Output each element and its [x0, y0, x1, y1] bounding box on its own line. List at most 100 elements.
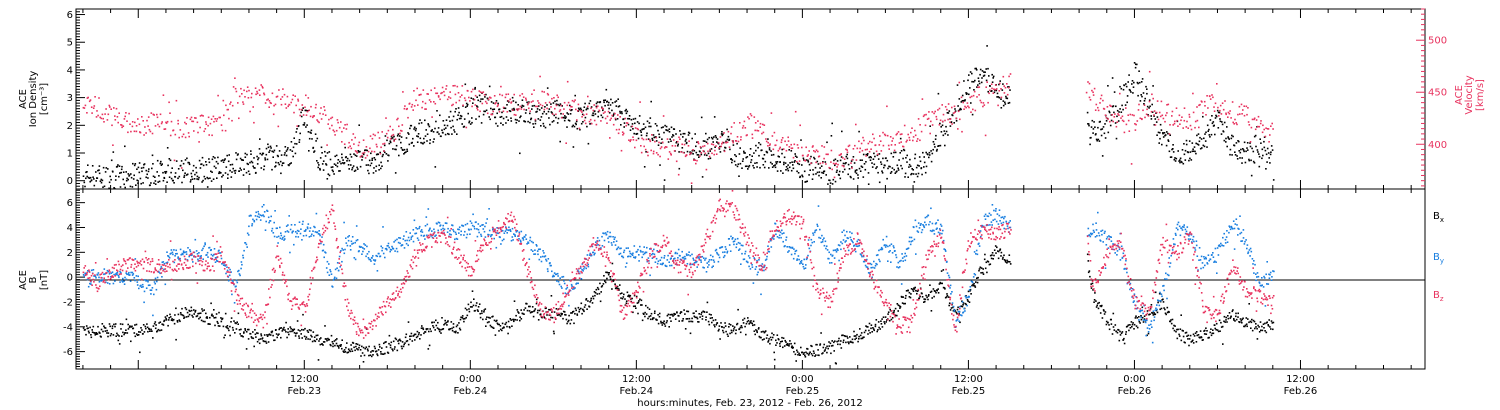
data-point: [502, 117, 505, 120]
data-point: [395, 148, 397, 151]
data-point: [1164, 312, 1167, 315]
data-point: [744, 325, 746, 328]
data-point: [876, 153, 879, 156]
data-point: [1091, 89, 1093, 92]
data-point: [519, 105, 522, 108]
data-point: [275, 161, 277, 164]
data-point: [498, 330, 500, 332]
data-point: [695, 145, 697, 148]
data-point: [199, 115, 202, 117]
data-point: [731, 159, 734, 161]
data-point: [100, 336, 102, 338]
data-point: [781, 340, 783, 343]
data-point: [188, 135, 190, 138]
data-point: [805, 159, 808, 161]
data-point: [362, 139, 365, 141]
data-point: [785, 344, 788, 346]
data-point: [406, 340, 409, 342]
data-point: [1176, 337, 1179, 340]
data-point: [772, 334, 775, 336]
data-point: [407, 132, 409, 134]
data-point: [444, 319, 446, 322]
data-point: [1096, 139, 1098, 142]
data-point: [310, 132, 312, 134]
data-point: [791, 147, 794, 149]
data-point: [1004, 261, 1007, 263]
data-point: [229, 325, 231, 328]
data-point: [813, 150, 815, 152]
data-point: [979, 99, 982, 102]
data-point: [1101, 304, 1103, 307]
data-point: [856, 169, 858, 171]
data-point: [762, 158, 765, 160]
data-point: [602, 107, 604, 110]
data-point: [842, 171, 844, 173]
data-point: [139, 331, 142, 333]
data-point: [696, 154, 699, 156]
data-point: [132, 162, 134, 165]
data-point: [489, 324, 492, 327]
data-point: [886, 105, 888, 108]
data-point: [768, 338, 770, 340]
data-point: [784, 162, 787, 164]
data-point: [255, 171, 257, 174]
data-point: [1094, 109, 1097, 111]
data-point: [1135, 63, 1137, 66]
data-point: [491, 316, 493, 318]
data-point: [117, 334, 119, 336]
data-point: [519, 94, 521, 97]
data-point: [116, 271, 119, 274]
data-point: [853, 330, 855, 333]
data-point: [482, 98, 484, 100]
data-point: [858, 167, 861, 170]
data-point: [395, 144, 398, 147]
data-point: [666, 320, 668, 322]
data-point: [510, 319, 512, 321]
data-point: [112, 171, 114, 173]
data-point: [173, 159, 176, 162]
data-point: [208, 161, 211, 164]
data-point: [403, 343, 405, 346]
data-point: [708, 136, 710, 139]
data-point: [496, 105, 499, 108]
data-point: [707, 150, 709, 153]
data-point: [164, 171, 166, 173]
data-point: [1255, 119, 1258, 121]
data-point: [1245, 150, 1247, 153]
data-point: [380, 353, 382, 355]
data-point: [381, 353, 384, 355]
data-point: [94, 96, 96, 98]
data-point: [873, 329, 875, 332]
data-point: [1003, 254, 1005, 257]
data-point: [467, 112, 469, 115]
data-point: [535, 111, 537, 113]
data-point: [904, 172, 907, 175]
data-point: [998, 83, 1000, 86]
data-point: [491, 108, 494, 111]
data-point: [94, 332, 96, 334]
data-point: [714, 325, 716, 328]
data-point: [475, 302, 478, 304]
data-point: [1138, 316, 1140, 318]
data-point: [164, 128, 167, 130]
data-point: [1145, 113, 1148, 116]
data-point: [516, 319, 518, 321]
data-point: [1125, 85, 1128, 88]
data-point: [957, 128, 959, 130]
data-point: [719, 145, 721, 148]
data-point: [194, 311, 196, 313]
data-point: [554, 107, 556, 110]
data-point: [1261, 157, 1263, 160]
data-point: [971, 284, 973, 287]
data-point: [254, 333, 257, 336]
data-point: [978, 86, 981, 88]
data-point: [1110, 114, 1113, 116]
data-point: [938, 145, 940, 147]
data-point: [204, 320, 206, 323]
data-point: [692, 149, 694, 151]
data-point: [526, 303, 528, 305]
data-point: [244, 329, 247, 332]
data-point: [1109, 104, 1111, 107]
data-point: [678, 136, 680, 139]
data-point: [747, 168, 749, 170]
